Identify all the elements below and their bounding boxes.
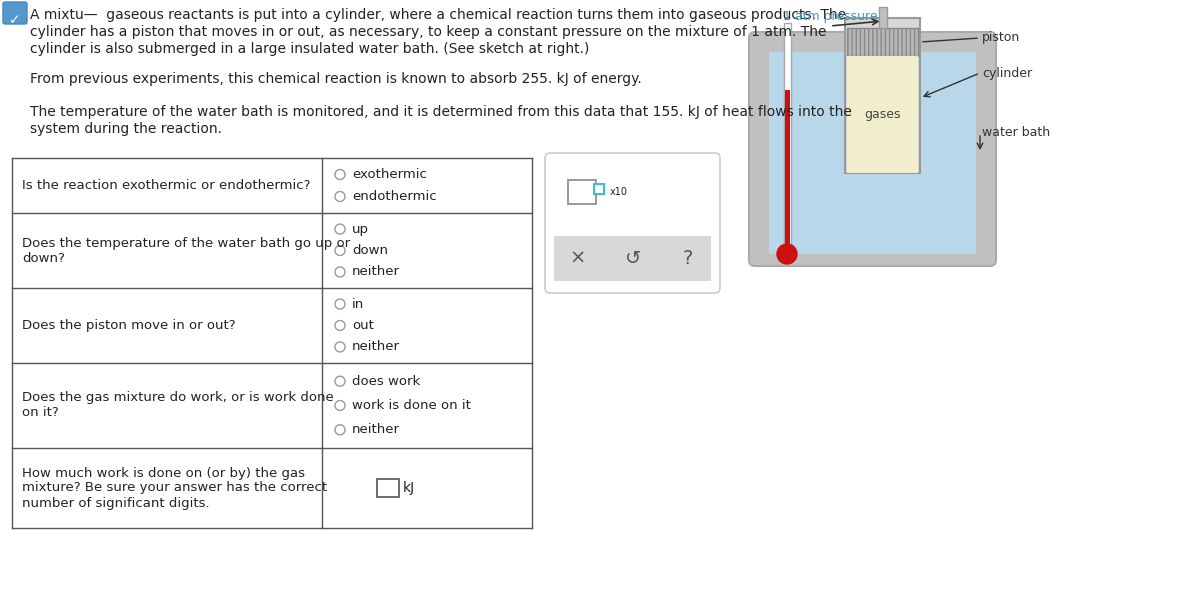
Text: x10: x10 [610,187,628,197]
FancyBboxPatch shape [749,32,996,266]
Text: down: down [352,244,388,257]
Circle shape [335,321,346,330]
Circle shape [335,224,346,234]
Circle shape [335,246,346,255]
Circle shape [335,299,346,309]
Text: Is the reaction exothermic or endothermic?: Is the reaction exothermic or endothermi… [22,179,311,192]
Bar [594,184,604,194]
Circle shape [335,192,346,202]
Text: ↺: ↺ [625,249,641,268]
Text: in: in [352,298,365,311]
Text: neither: neither [352,265,400,278]
Text: does work: does work [352,375,420,388]
Text: water bath: water bath [982,127,1050,139]
Text: neither: neither [352,423,400,436]
Bar [878,7,887,28]
Bar [785,90,790,244]
Circle shape [335,425,346,435]
Text: cylinder: cylinder [982,67,1032,80]
Text: exothermic: exothermic [352,168,427,181]
Text: gases: gases [864,108,901,121]
Text: Does the gas mixture do work, or is work done
on it?: Does the gas mixture do work, or is work… [22,392,334,419]
Circle shape [335,376,346,386]
Text: cylinder has a piston that moves in or out, as necessary, to keep a constant pre: cylinder has a piston that moves in or o… [30,25,827,39]
Text: cylinder is also submerged in a large insulated water bath. (See sketch at right: cylinder is also submerged in a large in… [30,42,589,56]
Bar [769,52,976,254]
Text: ✓: ✓ [10,13,20,27]
Text: out: out [352,319,374,332]
Text: up: up [352,223,370,236]
Text: 1 atm pressure: 1 atm pressure [782,10,877,23]
Text: The temperature of the water bath is monitored, and it is determined from this d: The temperature of the water bath is mon… [30,105,852,119]
Text: From previous experiments, this chemical reaction is known to absorb 255. kJ of : From previous experiments, this chemical… [30,72,642,86]
Text: kJ: kJ [403,481,415,495]
Text: endothermic: endothermic [352,190,437,203]
Text: Does the temperature of the water bath go up or
down?: Does the temperature of the water bath g… [22,236,350,265]
Bar [554,236,710,281]
FancyBboxPatch shape [2,2,28,24]
Bar [568,180,596,204]
Bar [845,18,920,173]
Text: ×: × [570,249,586,268]
Text: A mixtu—  gaseous reactants is put into a cylinder, where a chemical reaction tu: A mixtu— gaseous reactants is put into a… [30,8,846,22]
Circle shape [335,267,346,277]
Text: work is done on it: work is done on it [352,399,470,412]
Circle shape [335,170,346,180]
Bar [784,23,791,246]
Text: ?: ? [683,249,694,268]
Circle shape [778,244,797,264]
Bar [847,56,918,173]
Text: system during the reaction.: system during the reaction. [30,122,222,136]
Text: Does the piston move in or out?: Does the piston move in or out? [22,319,235,332]
Text: How much work is done on (or by) the gas
mixture? Be sure your answer has the co: How much work is done on (or by) the gas… [22,466,328,509]
Bar [377,479,398,497]
FancyBboxPatch shape [545,153,720,293]
Bar [847,28,918,56]
Circle shape [335,400,346,411]
Text: neither: neither [352,340,400,353]
Circle shape [335,342,346,352]
Text: piston: piston [982,32,1020,45]
